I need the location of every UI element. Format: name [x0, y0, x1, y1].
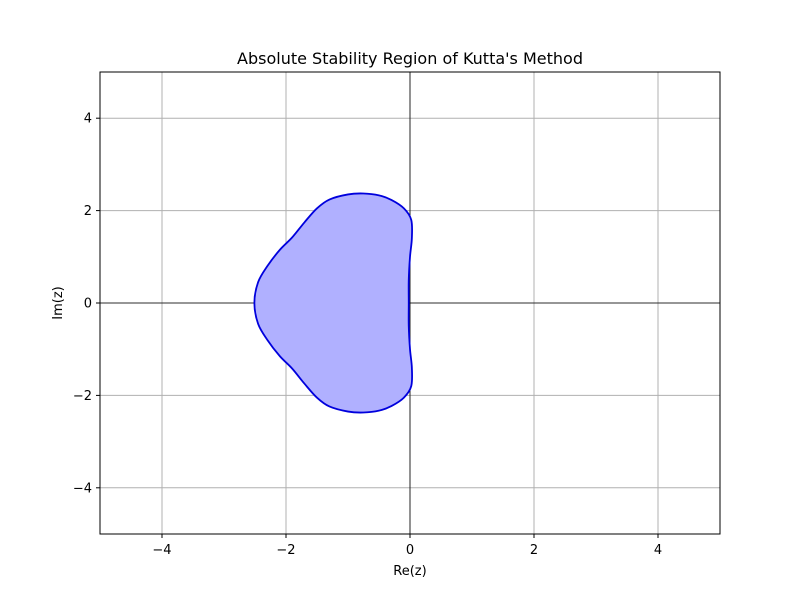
y-axis-label: Im(z) [51, 286, 66, 319]
stability-region-fill [254, 193, 413, 413]
x-tick-label: −4 [152, 543, 171, 558]
y-axis-ticks: −4 −2 0 2 4 [73, 112, 100, 496]
x-tick-label: 2 [530, 543, 538, 558]
y-tick-label: 4 [84, 112, 92, 127]
x-tick-label: 0 [406, 543, 414, 558]
x-tick-label: 4 [654, 543, 662, 558]
x-axis-label: Re(z) [393, 564, 426, 579]
chart-title: Absolute Stability Region of Kutta's Met… [237, 49, 583, 68]
y-tick-label: 2 [84, 204, 92, 219]
reference-lines [100, 72, 720, 534]
x-tick-label: −2 [276, 543, 295, 558]
stability-region [253, 192, 414, 414]
x-axis-ticks: −4 −2 0 2 4 [152, 534, 662, 558]
y-tick-label: −2 [73, 389, 92, 404]
y-tick-label: −4 [73, 481, 92, 496]
y-tick-label: 0 [84, 297, 92, 312]
stability-region-boundary [253, 192, 414, 414]
